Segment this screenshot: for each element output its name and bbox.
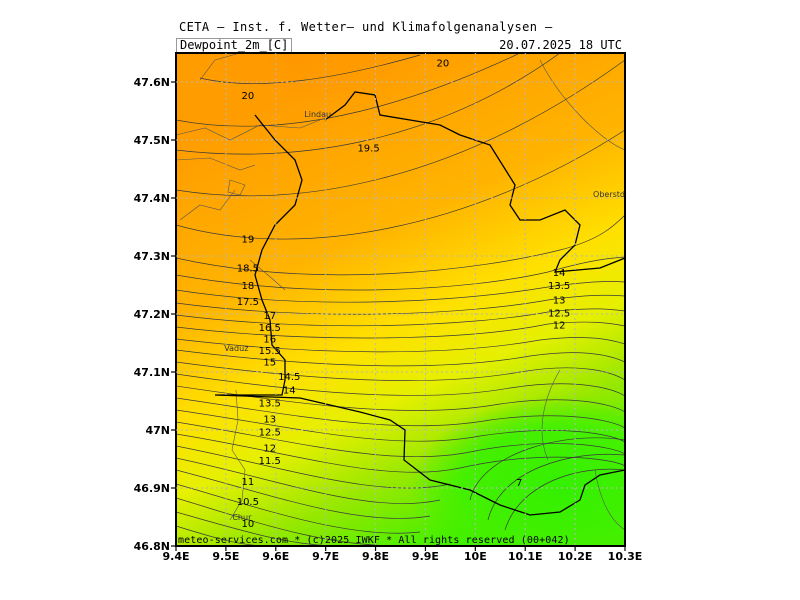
lon-tick-label: 10.3E [608,550,643,563]
lat-tick-label: 47.4N [134,192,170,205]
contour-label: 20 [437,58,450,69]
lon-tick-label: 10.1E [508,550,543,563]
lat-tick-label: 47.1N [134,366,170,379]
city-label: Lindau [304,110,331,119]
lat-tick-label: 47.6N [134,76,170,89]
city-label: Oberstdorf [593,190,636,199]
lon-tick-label: 9.4E [162,550,189,563]
contour-label: 20 [241,91,254,102]
city-label: Chur [232,513,252,522]
national-border [214,114,625,516]
lon-tick-label: 10.2E [558,550,593,563]
contour-label: 12 [553,320,566,331]
lon-tick-label: 9.5E [212,550,239,563]
lat-tick-label: 47.3N [134,250,170,263]
lon-tick-label: 9.9E [412,550,439,563]
contour-lines [176,53,625,546]
contour-label: 19.5 [357,144,379,155]
lat-tick-label: 46.8N [134,540,170,553]
latitude-axis: 46.8N 46.9N 47N 47.1N 47.2N 47.3N 47.4N 47.5N 47… [134,76,170,553]
copyright-footer: meteo-services.com * (c)2025 IWKF * All … [178,535,570,546]
valid-time: 20.07.2025 18 UTC [499,38,622,52]
source-title: CETA — Inst. f. Wetter— und Klimafolgena… [179,20,553,34]
lon-tick-label: 9.6E [262,550,289,563]
contour-label: 12.5 [259,428,281,439]
contour-label: 11.5 [259,456,281,467]
contour-label: 17.5 [237,297,259,308]
contour-label: 18 [241,281,254,292]
map-field [176,53,625,546]
contour-label: 14 [283,385,296,396]
axis-ticks [171,81,626,551]
contour-label: 15.5 [259,346,281,357]
contour-label: 10.5 [237,497,259,508]
contour-label: 18.5 [237,264,259,275]
contour-label: 14 [553,268,566,279]
minor-borders [176,53,625,531]
contour-label: 16.5 [259,323,281,334]
contour-label: 13.5 [548,281,570,292]
contour-label: 14.5 [278,372,300,383]
city-label: Vaduz [224,344,248,353]
lon-tick-label: 10E [464,550,487,563]
lat-tick-label: 47.5N [134,134,170,147]
lat-tick-label: 47.2N [134,308,170,321]
contour-label: 13 [263,414,276,425]
map-frame [175,52,626,547]
lon-tick-label: 9.8E [362,550,389,563]
lat-tick-label: 46.9N [134,482,170,495]
contour-label: 12 [263,443,276,454]
contour-label: 7 [516,478,522,489]
contour-label: 17 [263,311,276,322]
contour-label: 19 [241,235,254,246]
lon-tick-label: 9.7E [312,550,339,563]
contour-label: 12.5 [548,308,570,319]
longitude-axis: 9.4E 9.5E 9.6E 9.7E 9.8E 9.9E 10E 10.1E 10.2E 10.… [162,550,642,563]
contour-label: 16 [263,334,276,345]
graticule [176,53,625,546]
contour-label: 13 [553,296,566,307]
contour-label: 15 [263,358,276,369]
lat-tick-label: 47N [145,424,170,437]
contour-label: 10 [241,519,254,530]
city-labels: Lindau Oberstdorf Vaduz Chur [224,110,636,522]
contour-label: 11 [241,477,254,488]
contour-label: 13.5 [259,399,281,410]
dewpoint-maximum-area [180,53,420,105]
dewpoint-minimum-area [410,395,625,546]
